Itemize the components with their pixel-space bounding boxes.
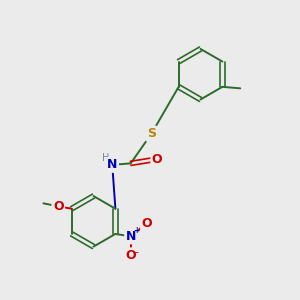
Text: O: O: [53, 200, 64, 213]
Text: O: O: [152, 153, 162, 166]
Text: S: S: [147, 127, 156, 140]
Text: O: O: [142, 217, 152, 230]
Text: ⁻: ⁻: [134, 250, 139, 260]
Text: N: N: [107, 158, 117, 171]
Text: O: O: [126, 249, 136, 262]
Text: N: N: [126, 230, 136, 243]
Text: H: H: [102, 153, 110, 163]
Text: +: +: [134, 226, 140, 236]
